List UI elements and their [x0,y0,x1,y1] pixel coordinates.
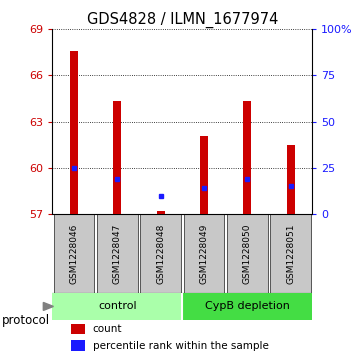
Text: GSM1228048: GSM1228048 [156,223,165,284]
Bar [70,340,85,351]
Text: GSM1228049: GSM1228049 [200,223,208,284]
Bar [157,211,165,215]
Text: CypB depletion: CypB depletion [205,301,290,311]
Text: count: count [93,324,122,334]
Bar [54,215,94,293]
Bar [97,215,138,293]
Bar [140,215,181,293]
Text: GSM1228047: GSM1228047 [113,223,122,284]
Bar [70,51,78,215]
Bar [200,136,208,215]
Bar [70,324,85,334]
Text: protocol: protocol [2,314,50,327]
Text: percentile rank within the sample: percentile rank within the sample [93,341,269,351]
Bar [182,293,312,320]
Bar [113,101,121,215]
Bar [184,215,224,293]
Bar [227,215,268,293]
Text: GSM1228046: GSM1228046 [70,223,78,284]
Bar [270,215,311,293]
Text: GSM1228051: GSM1228051 [286,223,295,284]
Text: control: control [98,301,136,311]
Text: GSM1228050: GSM1228050 [243,223,252,284]
Bar [52,293,182,320]
Bar [287,145,295,215]
Title: GDS4828 / ILMN_1677974: GDS4828 / ILMN_1677974 [87,12,278,28]
Bar [243,101,251,215]
